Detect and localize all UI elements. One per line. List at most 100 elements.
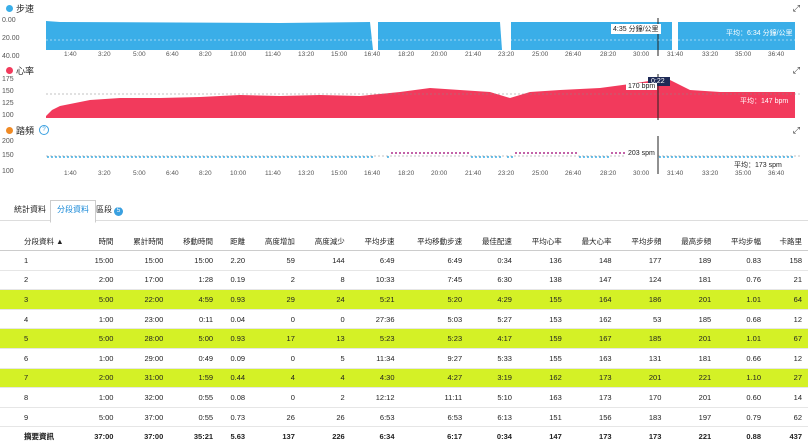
table-cell: 0.79 xyxy=(717,407,767,428)
table-cell: 53 xyxy=(617,309,668,330)
column-header[interactable]: 分段資料 ▲ xyxy=(0,232,83,251)
cadence-point xyxy=(319,156,321,158)
cadence-point xyxy=(759,156,761,158)
table-cell: 4 xyxy=(300,368,351,389)
cadence-point xyxy=(659,156,661,158)
table-cell: 6:49 xyxy=(400,250,469,271)
help-icon[interactable]: ? xyxy=(39,125,50,135)
cadence-point xyxy=(475,156,477,158)
cadence-point xyxy=(51,156,53,158)
cadence-ytick: 100 xyxy=(2,168,14,175)
table-cell: 7:45 xyxy=(400,270,469,291)
hr-chart[interactable] xyxy=(0,62,808,122)
column-header[interactable]: 最高步頻 xyxy=(667,232,718,251)
cadence-point xyxy=(779,156,781,158)
table-cell: 201 xyxy=(667,387,718,408)
column-header[interactable]: 平均移動步速 xyxy=(400,232,469,251)
column-header[interactable]: 高度增加 xyxy=(251,232,301,251)
cadence-xtick: 3:20 xyxy=(98,170,111,177)
table-row[interactable]: 2 2:00 17:00 1:28 0.19 2 8 10:33 7:45 6:30 138 147 1… xyxy=(0,270,808,291)
cadence-xtick: 20:00 xyxy=(431,170,448,177)
cadence-point xyxy=(707,156,709,158)
table-cell: 12 xyxy=(767,309,808,330)
column-header[interactable]: 時間 xyxy=(82,232,120,251)
table-row[interactable]: 1 15:00 15:00 15:00 2.20 59 144 6:49 6:49 0:34 136… xyxy=(0,250,808,271)
table-header-row: 分段資料 ▲ 時間 累計時間 移動時間 距離 高度增加 高度減少 平均步速 平均… xyxy=(0,232,808,251)
hr-title-text: 心率 xyxy=(16,65,35,76)
table-cell: 159 xyxy=(517,328,568,349)
column-header[interactable]: 卡路里 xyxy=(767,232,808,251)
table-cell: 181 xyxy=(667,348,718,369)
tab-stats[interactable]: 統計資料 xyxy=(14,205,46,214)
pace-xtick: 21:40 xyxy=(465,51,482,58)
table-cell: 4:30 xyxy=(350,368,401,389)
cadence-point xyxy=(671,156,673,158)
cadence-point xyxy=(771,156,773,158)
column-header[interactable]: 高度減少 xyxy=(300,232,351,251)
table-row[interactable]: 6 1:00 29:00 0:49 0.09 0 5 11:34 9:27 5:33 155 163 1… xyxy=(0,348,808,369)
cadence-point xyxy=(715,156,717,158)
cadence-point xyxy=(535,152,537,154)
cadence-point xyxy=(555,152,557,154)
cadence-point xyxy=(603,156,605,158)
cadence-point xyxy=(591,156,593,158)
table-cell: 5:33 xyxy=(468,348,518,369)
cadence-xtick: 36:40 xyxy=(768,170,785,177)
table-cell: 137 xyxy=(282,432,295,442)
cadence-point xyxy=(83,156,85,158)
cadence-point xyxy=(511,156,513,158)
table-cell: 221 xyxy=(698,432,712,442)
cadence-point xyxy=(327,156,329,158)
table-row[interactable]: 3 5:00 22:00 4:59 0.93 29 24 5:21 5:20 4:29 155 164… xyxy=(0,289,808,310)
table-row[interactable]: 9 5:00 37:00 0:55 0.73 26 26 6:53 6:53 6:13 151 156… xyxy=(0,407,808,428)
cadence-point xyxy=(459,152,461,154)
table-cell: 32:00 xyxy=(119,387,170,408)
table-row[interactable]: 8 1:00 32:00 0:55 0.08 0 2 12:12 11:11 5:10 163 173… xyxy=(0,387,808,408)
table-row[interactable]: 5 5:00 28:00 5:00 0.93 17 13 5:23 5:23 4:17 159 167… xyxy=(0,328,808,349)
hr-legend-dot xyxy=(6,66,13,74)
tab-laps[interactable]: 分段資料 xyxy=(50,200,96,223)
cadence-point xyxy=(215,156,217,158)
column-header[interactable]: 平均步幅 xyxy=(717,232,767,251)
tab-segments[interactable]: 區段 5 xyxy=(90,202,129,218)
table-cell: 163 xyxy=(567,348,618,369)
column-header[interactable]: 累計時間 xyxy=(119,232,170,251)
table-cell: 0:11 xyxy=(169,309,220,330)
cadence-point xyxy=(499,156,501,158)
cadence-point xyxy=(743,156,745,158)
column-header[interactable]: 平均步速 xyxy=(350,232,401,251)
column-header[interactable]: 最大心率 xyxy=(567,232,618,251)
table-cell: 0.88 xyxy=(746,432,761,442)
table-cell: 1:28 xyxy=(169,270,220,291)
column-header[interactable]: 移動時間 xyxy=(169,232,220,251)
expand-icon[interactable]: ⤢ xyxy=(792,65,800,75)
pace-xtick: 30:00 xyxy=(633,51,650,58)
cadence-point xyxy=(695,156,697,158)
table-cell: 37:00 xyxy=(119,407,170,428)
table-row[interactable]: 7 2:00 31:00 1:59 0.44 4 4 4:30 4:27 3:19 162 173 20… xyxy=(0,368,808,389)
cadence-point xyxy=(243,156,245,158)
table-cell: 26 xyxy=(251,407,301,428)
table-cell: 11:34 xyxy=(350,348,401,369)
cadence-point xyxy=(699,156,701,158)
column-header[interactable]: 最佳配速 xyxy=(468,232,518,251)
column-header[interactable]: 距離 xyxy=(219,232,252,251)
summary-row[interactable]: 摘要資訊 37:00 37:00 35:21 5.63 137 226 6:34 6:17 0:3… xyxy=(0,427,808,446)
column-header[interactable]: 平均步頻 xyxy=(617,232,668,251)
table-cell: 0:34 xyxy=(468,250,518,271)
expand-icon[interactable]: ⤢ xyxy=(792,3,800,13)
table-cell: 6:30 xyxy=(468,270,518,291)
cadence-point xyxy=(155,156,157,158)
expand-icon[interactable]: ⤢ xyxy=(792,125,800,135)
cadence-xtick: 13:20 xyxy=(298,170,315,177)
cadence-chart[interactable] xyxy=(0,122,808,184)
cadence-point xyxy=(767,156,769,158)
cadence-point xyxy=(547,152,549,154)
cadence-point xyxy=(735,156,737,158)
cadence-point xyxy=(203,156,205,158)
cadence-point xyxy=(719,156,721,158)
table-cell: 2 xyxy=(251,270,301,291)
column-header[interactable]: 平均心率 xyxy=(517,232,568,251)
table-row[interactable]: 4 1:00 23:00 0:11 0.04 0 0 27:36 5:03 5:27 153 162 5… xyxy=(0,309,808,330)
table-cell: 0 xyxy=(251,348,301,369)
